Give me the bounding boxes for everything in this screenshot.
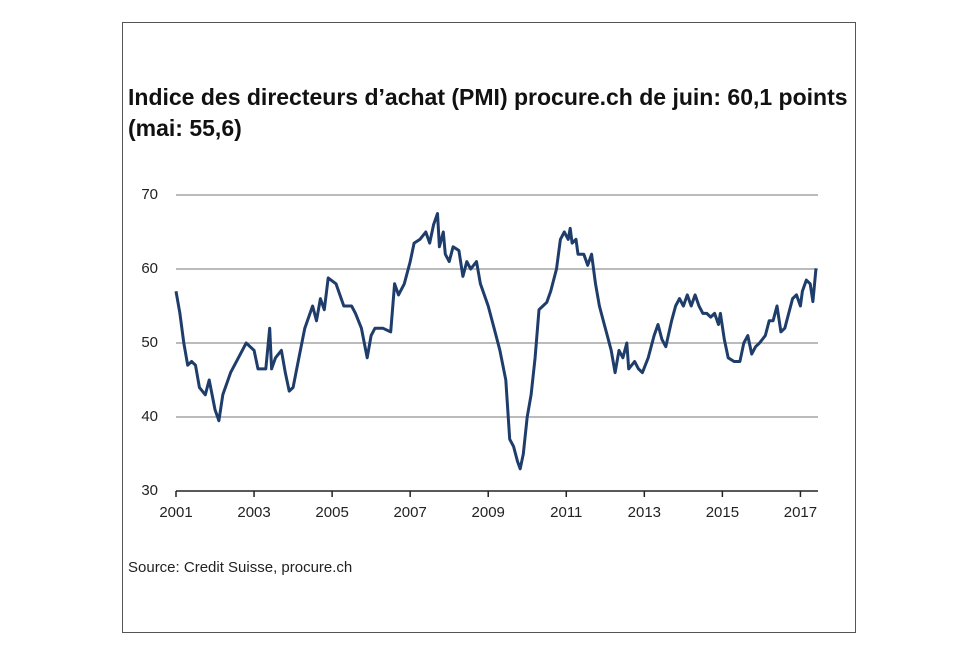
y-tick-label: 50 [141,334,158,351]
x-tick-label: 2009 [472,504,505,521]
chart-title: Indice des directeurs d’achat (PMI) proc… [128,84,848,141]
y-tick-label: 70 [141,186,158,203]
frame [122,22,856,633]
x-tick-label: 2017 [784,504,817,521]
y-tick-label: 40 [141,408,158,425]
y-tick-label: 30 [141,482,158,499]
source-note: Source: Credit Suisse, procure.ch [128,559,353,576]
y-tick-label: 60 [141,260,158,277]
x-tick-label: 2005 [315,504,348,521]
x-tick-label: 2015 [706,504,739,521]
x-tick-label: 2003 [237,504,270,521]
x-tick-label: 2011 [550,504,582,521]
x-tick-label: 2013 [628,504,661,521]
x-tick-label: 2007 [393,504,426,521]
line-series [174,212,818,471]
x-tick-label: 2001 [159,504,192,521]
